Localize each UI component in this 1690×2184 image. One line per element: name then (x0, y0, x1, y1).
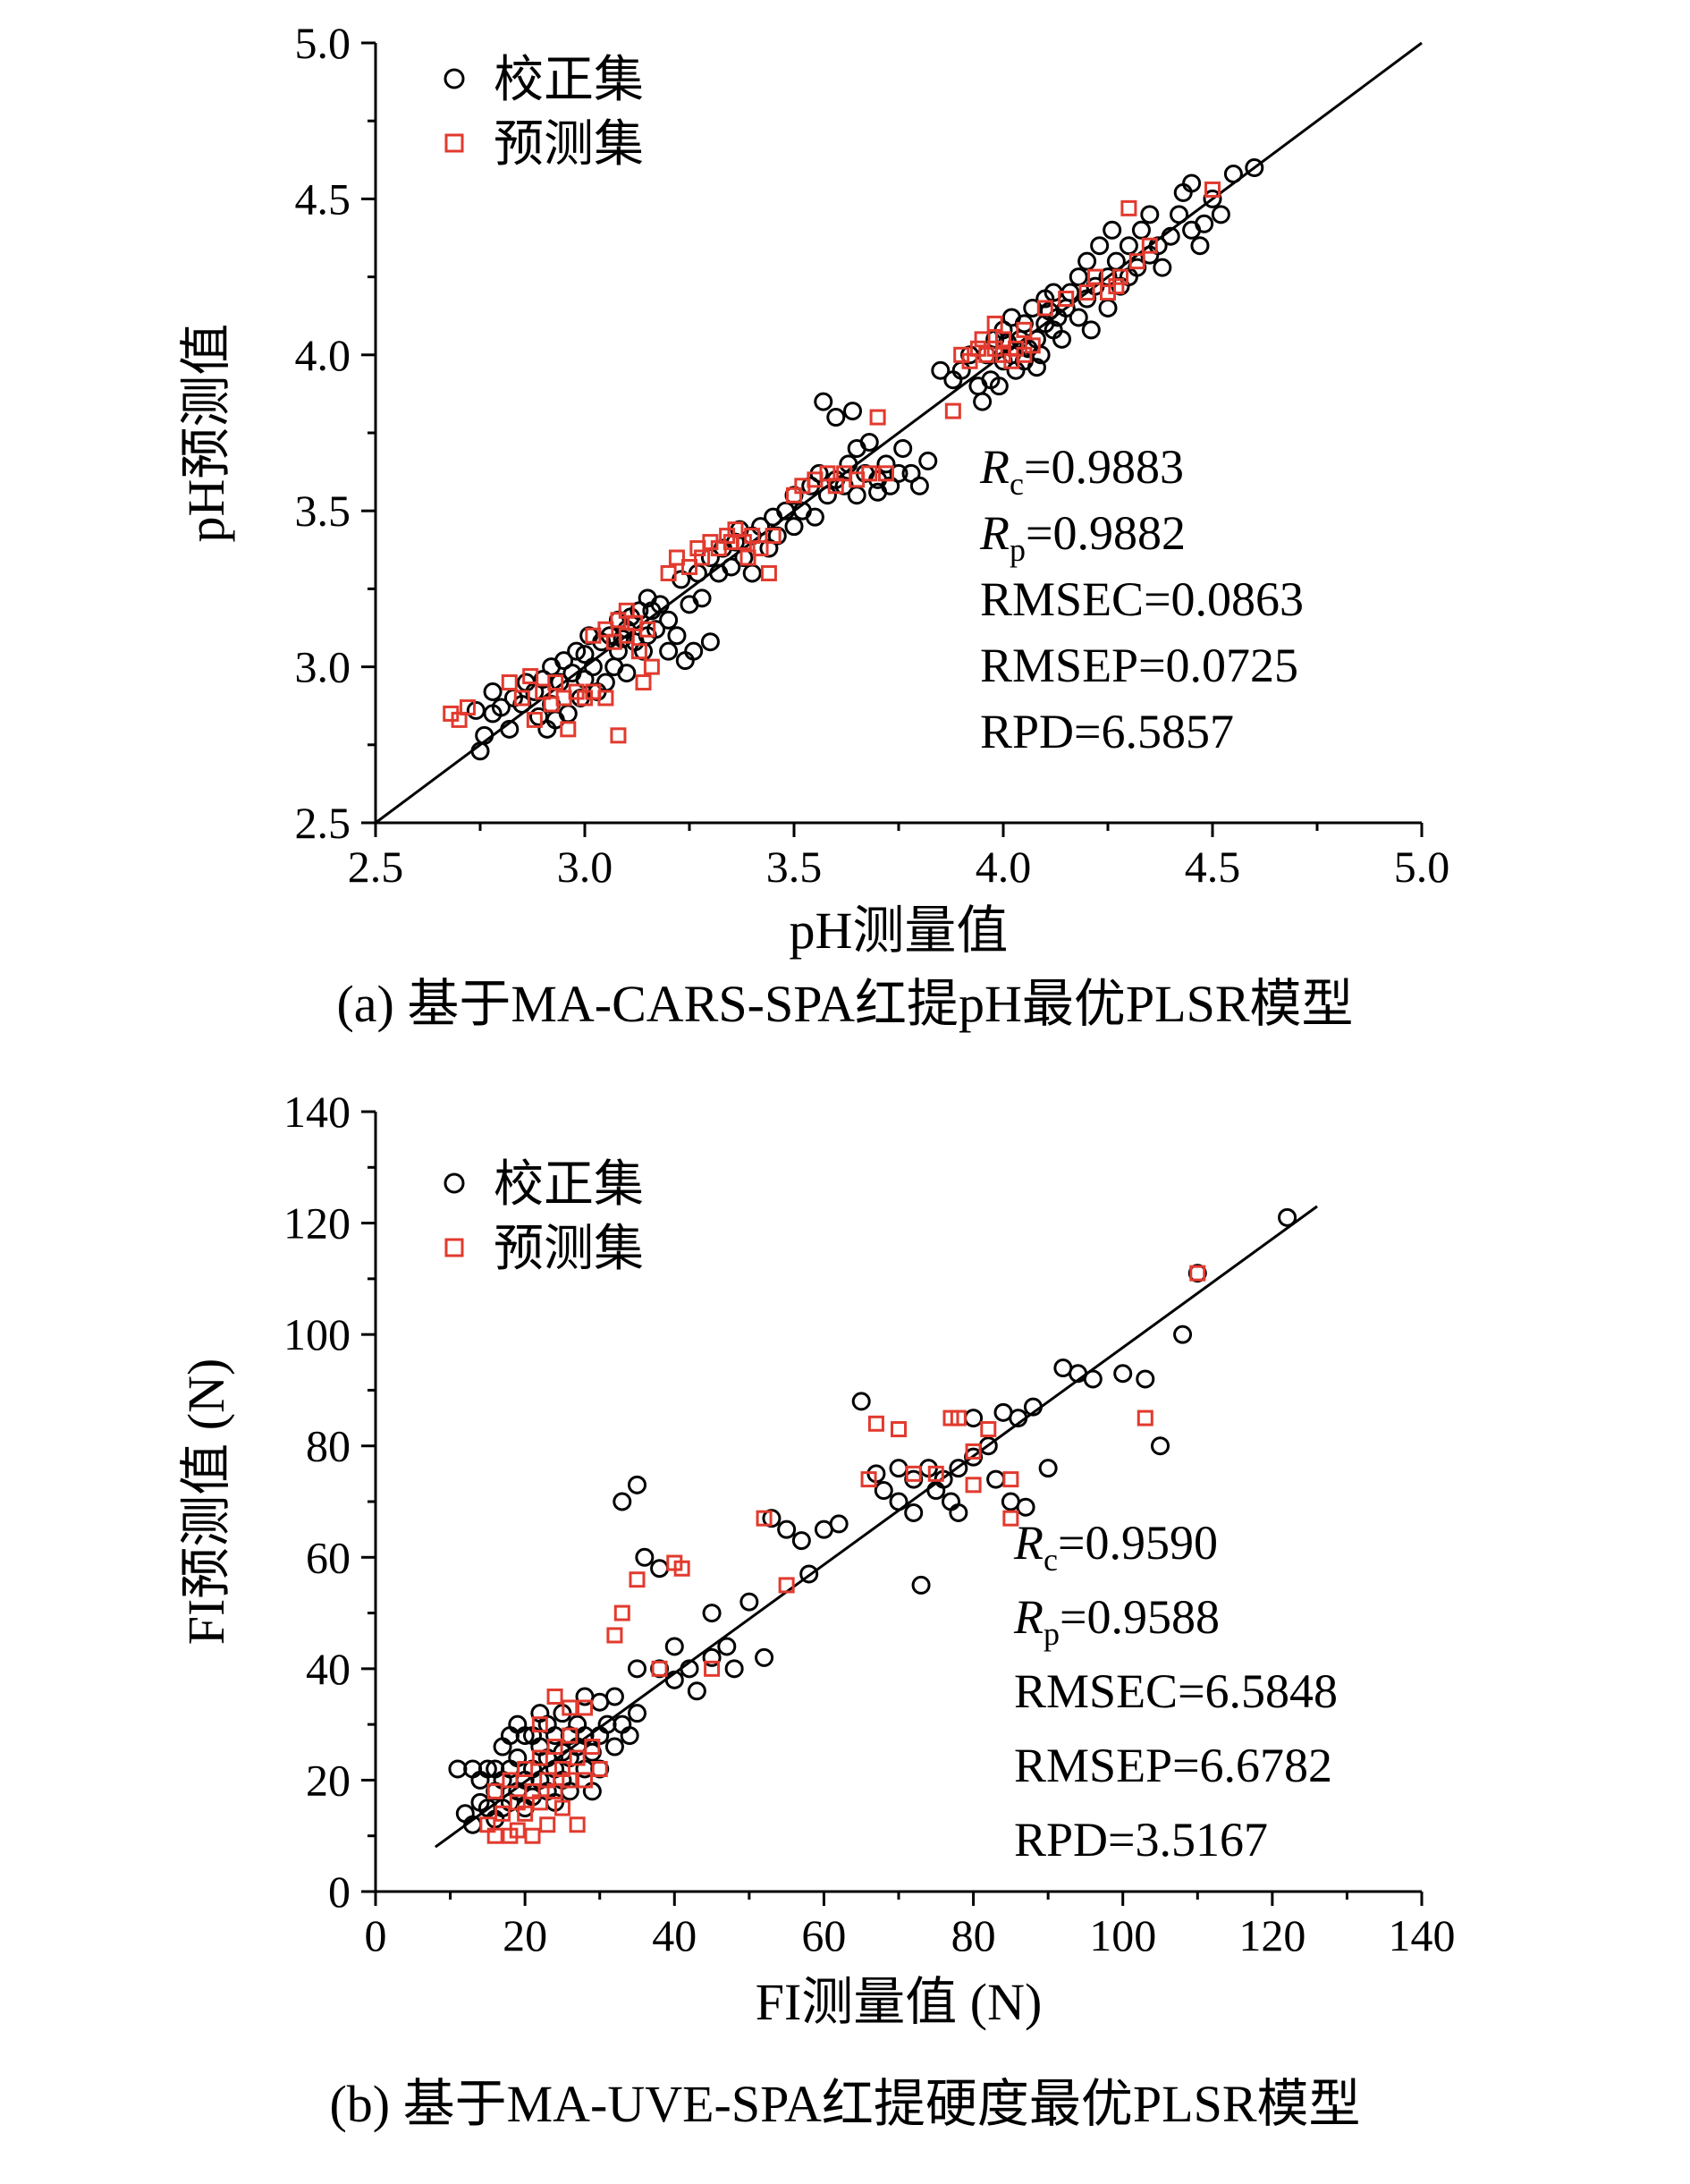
svg-text:120: 120 (283, 1198, 351, 1248)
legend-circle-marker (444, 68, 465, 89)
svg-text:3.0: 3.0 (557, 842, 613, 892)
svg-text:4.0: 4.0 (976, 842, 1032, 892)
svg-text:0: 0 (365, 1910, 387, 1960)
svg-text:3.0: 3.0 (295, 642, 351, 692)
svg-text:100: 100 (283, 1309, 351, 1359)
x-axis-label: pH测量值 (790, 902, 1009, 960)
svg-text:RMSEC=6.5848: RMSEC=6.5848 (1014, 1664, 1338, 1718)
svg-text:60: 60 (306, 1532, 351, 1582)
svg-text:80: 80 (306, 1420, 351, 1470)
svg-text:40: 40 (306, 1643, 351, 1693)
panel-a: 2.5 2.5 3.0 3.0 3.5 3.5 4.0 4.0 4.5 4.5 5.0 5.0 校正集预… (0, 7, 1690, 1036)
svg-text:40: 40 (652, 1910, 697, 1960)
svg-text:4.5: 4.5 (295, 174, 351, 224)
svg-text:RPD=6.5857: RPD=6.5857 (980, 705, 1234, 758)
svg-text:4.0: 4.0 (295, 330, 351, 380)
svg-text:Rp=0.9588: Rp=0.9588 (1013, 1590, 1220, 1652)
svg-text:100: 100 (1089, 1910, 1156, 1960)
caption-b: (b) 基于MA-UVE-SPA红提硬度最优PLSR模型 (329, 2074, 1361, 2133)
svg-text:0: 0 (328, 1867, 351, 1917)
svg-text:140: 140 (1389, 1910, 1456, 1960)
svg-text:4.5: 4.5 (1185, 842, 1241, 892)
svg-text:RMSEC=0.0863: RMSEC=0.0863 (980, 572, 1304, 626)
svg-text:140: 140 (283, 1087, 351, 1137)
svg-text:5.0: 5.0 (295, 18, 351, 68)
svg-text:2.5: 2.5 (295, 798, 351, 848)
legend-square-marker (444, 133, 464, 153)
svg-text:3.5: 3.5 (295, 486, 351, 536)
y-axis-label: pH预测值 (177, 324, 235, 543)
x-axis-label: FI测量值 (N) (756, 1973, 1043, 2031)
svg-text:2.5: 2.5 (348, 842, 404, 892)
tick-labels: 00 20 20 40 40 60 60 80 80 100 100 120 120 140 140 (283, 1087, 1456, 1960)
figure-page: 2.5 2.5 3.0 3.0 3.5 3.5 4.0 4.0 4.5 4.5 5.0 5.0 校正集预… (0, 7, 1690, 2136)
svg-text:Rc=0.9883: Rc=0.9883 (979, 440, 1184, 502)
scatter-plot-firmness: 00 20 20 40 40 60 60 80 80 100 100 120 120 140 140 校正集预… (177, 1087, 1456, 2031)
svg-text:Rp=0.9882: Rp=0.9882 (979, 506, 1186, 568)
panel-b: 0 0 20 20 40 40 60 60 80 80 100 100 120 120 140 140 校正集预… (0, 1036, 1690, 2136)
svg-text:RPD=3.5167: RPD=3.5167 (1014, 1813, 1268, 1867)
svg-text:5.0: 5.0 (1394, 842, 1450, 892)
svg-text:20: 20 (306, 1755, 351, 1805)
stats-block: Rc=0.9590 Rp=0.9588 RMSEC=6.5848 RMSEP=6.67… (1013, 1516, 1338, 1867)
prediction-points (443, 181, 1221, 744)
y-axis-label: FI预测值 (N) (177, 1358, 235, 1645)
svg-text:RMSEP=0.0725: RMSEP=0.0725 (980, 639, 1298, 692)
legend-label: 校正集 (494, 53, 644, 108)
tick-labels: 2.52.5 3.0 3.0 3.5 3.5 4.0 4.0 4.5 4.5 5.0 5.0 (295, 18, 1450, 892)
axes (361, 1110, 1424, 1906)
svg-text:60: 60 (801, 1910, 846, 1960)
svg-text:80: 80 (951, 1910, 996, 1960)
svg-text:3.5: 3.5 (766, 842, 823, 892)
legend-label: 校正集 (494, 1157, 644, 1213)
svg-text:RMSEP=6.6782: RMSEP=6.6782 (1014, 1739, 1332, 1792)
scatter-plot-ph: 2.52.5 3.0 3.0 3.5 3.5 4.0 4.0 4.5 4.5 5.0 5.0 校正集预… (177, 18, 1450, 960)
svg-text:120: 120 (1238, 1910, 1306, 1960)
legend-circle-marker (444, 1172, 465, 1194)
svg-text:20: 20 (503, 1910, 547, 1960)
prediction-points (479, 1265, 1206, 1844)
legend-label: 预测集 (494, 1222, 644, 1277)
legend-square-marker (444, 1238, 464, 1257)
svg-text:Rc=0.9590: Rc=0.9590 (1013, 1516, 1218, 1578)
legend-label: 预测集 (494, 117, 644, 173)
caption-a: (a) 基于MA-CARS-SPA红提pH最优PLSR模型 (336, 975, 1354, 1033)
